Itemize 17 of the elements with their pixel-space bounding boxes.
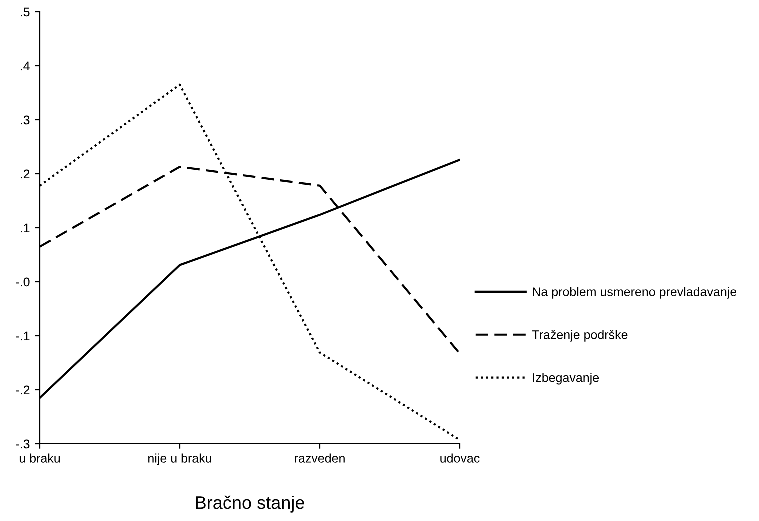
x-tick-label: razveden — [295, 454, 345, 463]
legend-label: Izbegavanje — [533, 373, 600, 385]
y-tick-label: .4 — [20, 62, 30, 71]
x-tick-label: nije u braku — [148, 454, 212, 466]
y-tick-label: .1 — [20, 224, 30, 233]
x-tick-label: udovac — [440, 454, 480, 463]
y-tick-label: -.2 — [16, 386, 30, 395]
y-tick-label: .2 — [20, 170, 30, 179]
y-tick-label: .5 — [20, 8, 30, 17]
x-axis-title: Bračno stanje — [196, 496, 304, 513]
y-tick-label: -.0 — [16, 278, 30, 287]
legend-label: Na problem usmereno prevladavanje — [533, 287, 737, 299]
y-tick-label: -.3 — [16, 440, 30, 449]
y-tick-label: .3 — [20, 116, 30, 125]
legend-label: Traženje podrške — [532, 330, 628, 342]
x-tick-label: u braku — [20, 454, 60, 463]
y-tick-label: -.1 — [16, 332, 30, 341]
